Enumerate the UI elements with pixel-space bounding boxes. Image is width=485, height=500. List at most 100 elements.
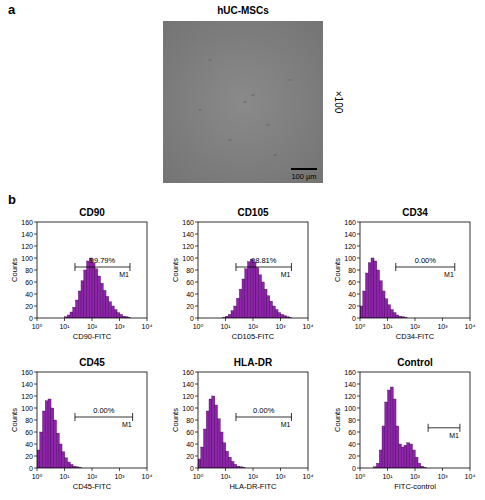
y-tick-label: 120 <box>182 243 194 250</box>
y-tick <box>357 318 360 319</box>
image-title: hUC-MSCs <box>217 5 269 16</box>
y-tick <box>357 444 360 445</box>
y-tick <box>357 258 360 259</box>
x-tick-label: 10¹ <box>382 473 393 480</box>
magnification: ×100 <box>333 91 344 114</box>
x-tick-label: 10⁴ <box>465 473 476 480</box>
histogram-panel: HLA-DR02040608010012014016010⁰10¹10²10³1… <box>171 357 313 491</box>
gate: M1 <box>428 424 460 439</box>
gate-line <box>236 417 291 418</box>
x-tick-label: 10¹ <box>59 473 70 480</box>
x-tick <box>64 468 65 471</box>
gate-end <box>395 263 396 271</box>
y-tick <box>195 468 198 469</box>
y-tick-label: 0 <box>29 465 33 472</box>
y-axis-label: Counts <box>171 258 180 282</box>
x-tick <box>308 468 309 471</box>
x-tick <box>119 318 120 321</box>
y-tick-label: 60 <box>348 429 356 436</box>
y-tick-label: 120 <box>21 393 33 400</box>
x-tick-label: 10⁰ <box>193 473 204 480</box>
x-tick-label: 10⁴ <box>303 323 314 330</box>
y-axis-label: Counts <box>333 408 342 432</box>
x-tick-label: 10¹ <box>220 473 231 480</box>
histogram-panel: CD9002040608010012014016010⁰10¹10²10³10⁴… <box>10 207 152 341</box>
y-tick <box>34 444 37 445</box>
plot-frame <box>198 222 308 318</box>
y-tick <box>34 456 37 457</box>
y-tick-label: 160 <box>182 369 194 376</box>
scale-bar <box>291 168 317 170</box>
chart-title: CD45 <box>79 357 105 368</box>
x-tick <box>253 318 254 321</box>
y-tick-label: 0 <box>190 465 194 472</box>
y-tick <box>357 306 360 307</box>
x-tick-label: 10² <box>248 323 259 330</box>
y-tick-label: 80 <box>348 417 356 424</box>
y-tick <box>34 234 37 235</box>
x-tick-label: 10⁴ <box>142 473 153 480</box>
y-tick <box>357 432 360 433</box>
gate-line <box>236 267 291 268</box>
x-tick-label: 10² <box>410 323 421 330</box>
gate: M10.00% <box>75 406 133 428</box>
chart-title: HLA-DR <box>234 357 273 368</box>
x-tick-label: 10² <box>248 473 259 480</box>
y-tick-label: 100 <box>182 255 194 262</box>
x-tick-label: 10² <box>87 473 98 480</box>
x-tick-label: 10⁰ <box>193 323 204 330</box>
gate-end <box>132 413 133 421</box>
y-tick-label: 120 <box>344 393 356 400</box>
y-tick-label: 20 <box>186 303 194 310</box>
y-tick-label: 40 <box>348 291 356 298</box>
y-tick-label: 60 <box>186 429 194 436</box>
x-tick-label: 10¹ <box>382 323 393 330</box>
chart-title: Control <box>397 357 433 368</box>
x-tick <box>37 468 38 471</box>
x-tick <box>147 468 148 471</box>
y-tick-label: 0 <box>352 465 356 472</box>
y-tick <box>357 468 360 469</box>
gate-name: M1 <box>281 421 291 428</box>
x-tick <box>253 468 254 471</box>
gate-end <box>428 424 429 432</box>
cell-speck <box>198 109 201 111</box>
y-tick-label: 40 <box>25 441 33 448</box>
y-tick-label: 120 <box>182 393 194 400</box>
y-tick <box>34 372 37 373</box>
gate-end <box>291 263 292 271</box>
x-tick <box>442 468 443 471</box>
x-tick <box>198 318 199 321</box>
y-axis-label: Counts <box>333 258 342 282</box>
y-axis-label: Counts <box>171 408 180 432</box>
y-tick <box>34 432 37 433</box>
y-tick-label: 160 <box>21 369 33 376</box>
y-tick <box>34 420 37 421</box>
x-tick <box>119 468 120 471</box>
x-tick-label: 10⁴ <box>303 473 314 480</box>
x-tick <box>280 468 281 471</box>
y-tick-label: 80 <box>186 417 194 424</box>
y-tick <box>195 294 198 295</box>
x-tick-label: 10⁴ <box>142 323 153 330</box>
x-tick-label: 10⁴ <box>465 323 476 330</box>
x-tick <box>198 468 199 471</box>
y-axis-label: Counts <box>10 258 19 282</box>
x-tick-label: 10¹ <box>220 323 231 330</box>
y-tick-label: 0 <box>29 315 33 322</box>
y-tick <box>34 258 37 259</box>
y-tick-label: 80 <box>25 417 33 424</box>
x-tick-label: 10⁰ <box>355 323 366 330</box>
y-tick <box>34 306 37 307</box>
y-tick <box>34 270 37 271</box>
histogram-panel: CD4502040608010012014016010⁰10¹10²10³10⁴… <box>10 357 152 491</box>
plot-frame <box>360 222 470 318</box>
y-tick <box>195 258 198 259</box>
y-tick-label: 20 <box>25 303 33 310</box>
cell-speck <box>243 101 246 103</box>
gate: M10.00% <box>236 406 291 428</box>
y-tick <box>195 222 198 223</box>
gate-end <box>235 413 236 421</box>
gate-name: M1 <box>449 432 459 439</box>
y-tick <box>195 270 198 271</box>
